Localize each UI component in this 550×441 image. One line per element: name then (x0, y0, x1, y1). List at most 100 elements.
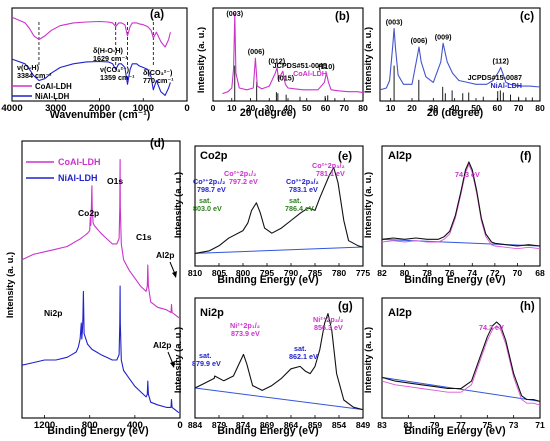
peak-label: (112) (493, 57, 510, 66)
peak-label-co2p: Co2p (78, 208, 99, 218)
panel-d-plot: 1200 800 400 0 (21, 140, 183, 431)
panel-b-jcpds: JCPDS#51-0045 (273, 61, 327, 70)
arrow-icon (167, 351, 175, 368)
panel-a-label: (a) (150, 9, 164, 21)
x-tick-label: 874 (236, 420, 251, 430)
peak-label: (012) (268, 57, 285, 66)
x-tick-label: 72 (490, 268, 500, 278)
legend-entry-coal: CoAl-LDH (35, 82, 72, 91)
panel-a-plot: 4000 3000 2000 1000 0 (1, 7, 190, 114)
panel-b-plot: 0 10 20 30 40 50 60 70 80 (003) (006)(012) (015) (11… (211, 7, 368, 113)
x-tick-label: 77 (456, 420, 466, 430)
panel-g-xlabel: Binding Energy (eV) (217, 425, 318, 437)
panel-b-sample: CoAl-LDH (293, 69, 327, 78)
legend-entry-coal: CoAl-LDH (58, 157, 101, 167)
x-tick-label: 40 (450, 103, 460, 113)
panel-e-title: Co2p (200, 150, 228, 162)
x-tick-label: 74 (468, 268, 478, 278)
panel-a-legend: CoAl-LDH NiAl-LDH (12, 82, 72, 101)
x-tick-label: 879 (212, 420, 227, 430)
x-tick-label: 75 (483, 420, 493, 430)
x-tick-label: 70 (514, 103, 524, 113)
panel-g-label: (g) (338, 301, 353, 313)
x-tick-label: 73 (509, 420, 519, 430)
plot-frame (21, 140, 181, 419)
panel-b-ylabel: Intensity (a. u.) (195, 27, 206, 93)
peak-label: (009) (435, 32, 452, 41)
series-line-coal-ldh (381, 161, 541, 247)
x-tick-label: 68 (535, 268, 545, 278)
series-line-coal-ldh (21, 158, 180, 319)
peak-ni-2p32: Ni²⁺2p₃/₂ (313, 315, 343, 324)
x-tick-label: 10 (386, 103, 396, 113)
x-tick-label: 785 (308, 268, 323, 278)
ftir-annotation-oh-value: 3384 cm⁻¹ (17, 71, 52, 80)
peak-ni-sat-1: sat. (199, 351, 211, 360)
peak-label-c1s: C1s (136, 232, 152, 242)
peak-ni-2p32-value: 856.3 eV (314, 323, 343, 332)
panel-a-annotations: ν(O-H) 3384 cm⁻¹ δ(H-O-H) 1629 cm⁻¹ ν(CO… (17, 46, 174, 85)
peak-sat-2-value: 786.4 eV (285, 204, 314, 213)
x-tick-label: 775 (356, 268, 371, 278)
x-tick-label: 79 (430, 420, 440, 430)
panel-h-xlabel: Binding Energy (eV) (404, 425, 505, 437)
x-tick-label: 2000 (89, 103, 110, 114)
panel-g: 884 879 874 869 864 859 854 849 (g) Ni2p Bindin… (172, 297, 370, 437)
panel-c-plot: 10 20 30 40 50 60 70 80 (003) (006) (009) (112) (379, 7, 545, 113)
panel-e-label: (e) (338, 151, 352, 163)
peak-co3-2p12: Co³⁺2p₁/₂ (193, 177, 225, 186)
series-line-coal-ldh (194, 166, 364, 254)
peak-co3-2p12-value: 798.7 eV (197, 185, 226, 194)
peak-al2p-value: 74.3 eV (479, 323, 504, 332)
series-line-nial-ldh (11, 58, 171, 96)
x-tick-label: 50 (471, 103, 481, 113)
panel-d: 1200 800 400 0 (d) Binding Energy (eV) Inte… (4, 138, 183, 437)
x-tick-label: 790 (284, 268, 299, 278)
panel-d-ylabel: Intensity (a. u.) (4, 252, 15, 318)
peak-ni-2p12: Ni²⁺2p₁/₂ (230, 321, 260, 330)
panel-g-plot: 884 879 874 869 864 859 854 849 (188, 297, 370, 430)
x-tick-label: 71 (535, 420, 545, 430)
series-line-nial-ldh (194, 313, 364, 411)
x-tick-label: 78 (422, 268, 432, 278)
panel-b-label: (b) (335, 11, 350, 23)
fit-envelope (381, 325, 541, 406)
panel-c-jcpds: JCPDS#15-0087 (468, 73, 522, 82)
panel-e-ylabel: Intensity (a. u.) (172, 172, 183, 238)
panel-h-plot: 83 81 79 77 75 73 71 (377, 297, 545, 430)
panel-h-title: Al2p (388, 307, 412, 319)
arrow-icon (169, 261, 177, 278)
x-tick-label: 1200 (34, 420, 55, 431)
panel-e-plot: 810 805 800 795 790 785 780 775 (188, 145, 371, 278)
panel-d-legend: CoAl-LDH NiAl-LDH (26, 157, 101, 183)
panel-b: 0 10 20 30 40 50 60 70 80 (003) (006)(012) (015) (11… (195, 7, 368, 119)
ftir-annotation-co3-bend: δ(CO₃²⁻) (143, 68, 173, 77)
x-tick-label: 60 (493, 103, 503, 113)
panel-a-xlabel: Wavenumber (cm⁻¹) (50, 109, 151, 121)
peak-label: (015) (277, 73, 294, 82)
series-line-coal-ldh (222, 13, 364, 95)
x-tick-label: 0 (177, 420, 182, 431)
x-tick-label: 400 (127, 420, 143, 431)
peak-sat-1-value: 803.0 eV (193, 204, 222, 213)
x-tick-label: 864 (284, 420, 299, 430)
plot-frame (194, 297, 364, 419)
x-tick-label: 82 (377, 268, 387, 278)
x-tick-label: 884 (188, 420, 203, 430)
legend-entry-nial: NiAl-LDH (35, 92, 70, 101)
panel-c-xlabel: 2θ (degree) (427, 107, 483, 119)
ftir-annotation-co3-bend-value: 770 cm⁻¹ (143, 76, 174, 85)
peak-co2-2p12-value: 797.2 eV (229, 177, 258, 186)
peak-ni-sat-2: sat. (294, 344, 306, 353)
x-tick-label: 20 (246, 103, 256, 113)
series-line-coal-ldh (11, 16, 171, 48)
panel-c-label: (c) (520, 11, 534, 23)
x-tick-label: 0 (184, 103, 189, 114)
ftir-annotation-co3-stretch: ν(CO₃²⁻) (100, 65, 130, 74)
panel-a: 4000 3000 2000 1000 0 (a) Wavenumber (cm⁻¹) … (1, 7, 190, 121)
x-tick-label: 795 (260, 268, 275, 278)
x-tick-label: 805 (212, 268, 227, 278)
panel-d-xlabel: Binding Energy (eV) (47, 425, 148, 437)
ftir-annotation-co3-stretch-value: 1359 cm⁻¹ (100, 73, 135, 82)
